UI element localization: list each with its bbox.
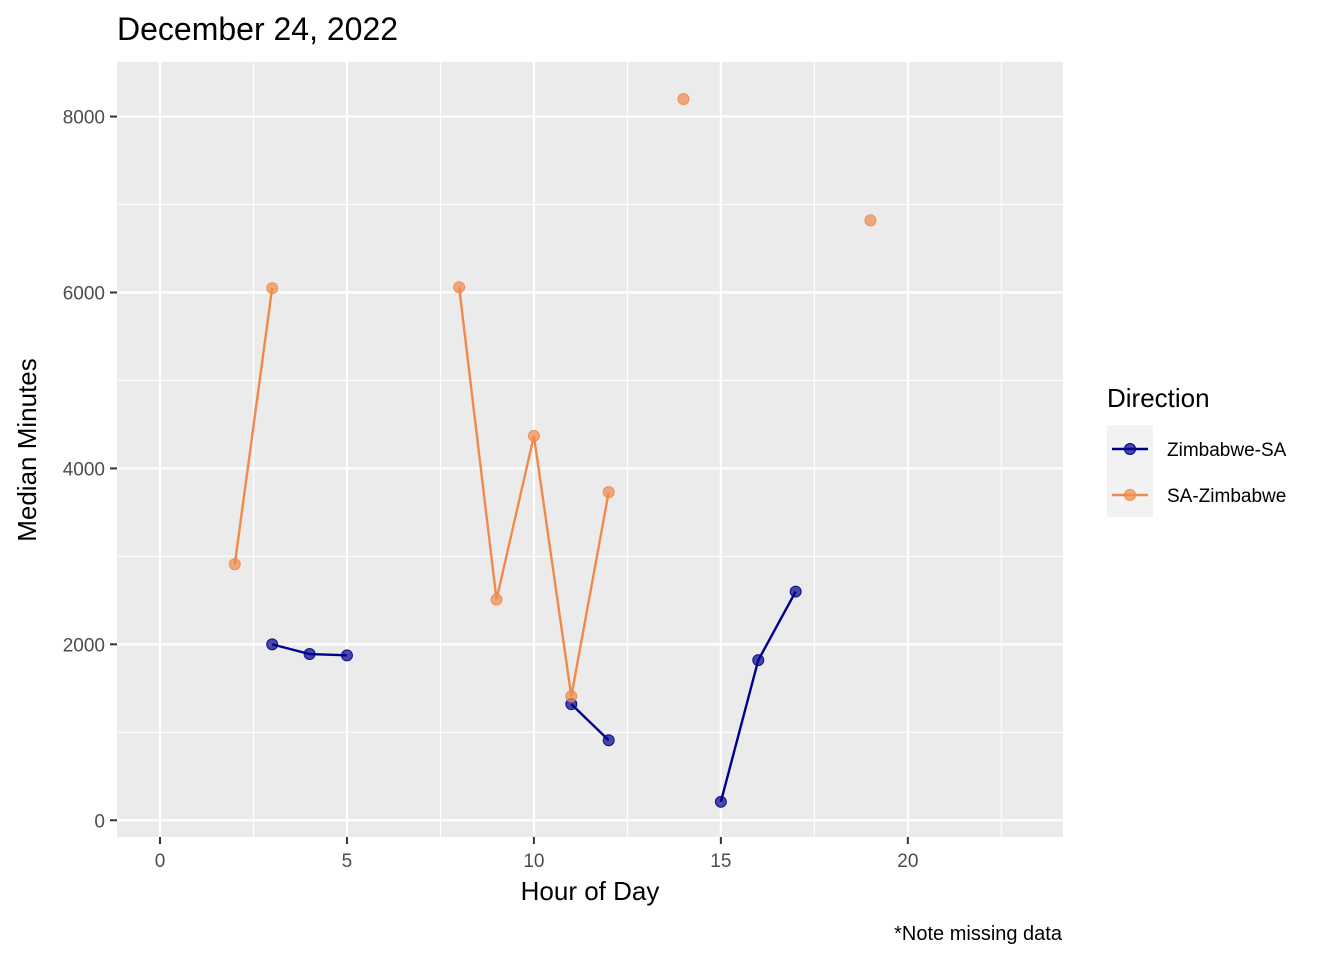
data-point <box>340 649 353 662</box>
y-tick-label: 6000 <box>63 283 105 304</box>
y-tick-label: 2000 <box>63 635 105 656</box>
data-point <box>752 654 765 667</box>
y-tick-label: 0 <box>94 811 105 832</box>
series-line <box>570 703 610 742</box>
x-tick-label: 5 <box>342 851 353 872</box>
y-tick-label: 4000 <box>63 459 105 480</box>
legend-key-background <box>1107 425 1153 517</box>
legend: Direction Zimbabwe-SA SA-Zimbabwe <box>1107 383 1287 517</box>
data-point <box>490 593 503 606</box>
data-point <box>303 648 316 661</box>
legend-label: Zimbabwe-SA <box>1167 440 1287 461</box>
data-point <box>714 795 727 808</box>
data-point <box>789 585 802 598</box>
data-point <box>602 734 615 747</box>
series-zimbabwe-sa <box>266 585 802 808</box>
legend-label: SA-Zimbabwe <box>1167 486 1286 507</box>
x-tick-label: 0 <box>155 851 166 872</box>
data-point <box>266 282 279 295</box>
data-point <box>453 281 466 294</box>
series-sa-zimbabwe <box>228 92 877 703</box>
data-point <box>527 429 540 442</box>
x-axis-title: Hour of Day <box>521 876 660 906</box>
x-tick-label: 15 <box>710 851 731 872</box>
data-point <box>677 92 690 105</box>
legend-key-point <box>1124 489 1136 501</box>
x-tick-label: 10 <box>523 851 544 872</box>
data-point <box>602 486 615 499</box>
series-line <box>233 287 274 565</box>
legend-key-point <box>1124 443 1136 455</box>
y-tick-label: 8000 <box>63 108 105 129</box>
plot-panel <box>117 62 1063 837</box>
x-tick-label: 20 <box>897 851 918 872</box>
chart-caption: *Note missing data <box>894 923 1063 945</box>
series-layer <box>228 92 877 808</box>
data-point <box>864 214 877 227</box>
data-point <box>565 690 578 703</box>
gridlines <box>117 62 1063 837</box>
data-point <box>228 558 241 571</box>
data-point <box>266 638 279 651</box>
y-axis-title: Median Minutes <box>12 358 42 542</box>
axes: 0 5 10 15 20 0 2000 4000 6000 8000 <box>63 108 919 872</box>
chart-title: December 24, 2022 <box>117 11 398 47</box>
legend-title: Direction <box>1107 383 1210 413</box>
